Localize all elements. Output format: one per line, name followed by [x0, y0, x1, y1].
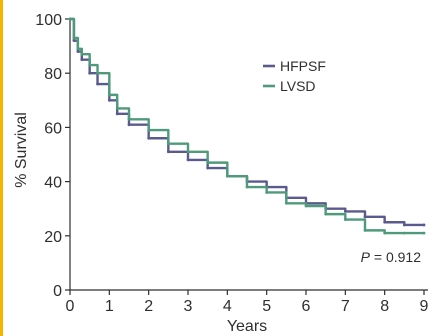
legend-label-lvsd: LVSD: [280, 78, 316, 94]
x-tick-label: 1: [105, 298, 114, 315]
legend-label-hfpsf: HFPSF: [280, 58, 326, 74]
data-point-hfpsf: [206, 166, 210, 170]
ticks: 0 1 2 3 4 5 6 7 8 9 0 20 40 60 80 100: [35, 12, 428, 315]
data-point-lvsd: [68, 17, 72, 21]
data-point-lvsd: [88, 63, 92, 67]
data-point-lvsd: [96, 71, 99, 75]
data-point-lvsd: [422, 231, 426, 235]
data-point-lvsd: [186, 150, 190, 154]
series-layer: [68, 17, 426, 235]
data-point-hfpsf: [422, 223, 426, 227]
x-tick-label: 2: [144, 298, 153, 315]
data-point-lvsd: [127, 117, 131, 121]
y-axis-title: % Survival: [13, 112, 30, 188]
data-point-lvsd: [265, 191, 269, 194]
accent-bar: [0, 0, 3, 336]
data-point-lvsd: [147, 128, 151, 132]
x-tick-label: 8: [380, 298, 389, 315]
data-point-hfpsf: [72, 39, 76, 43]
data-point-hfpsf: [186, 158, 190, 162]
data-point-hfpsf: [127, 123, 131, 127]
y-tick-label: 0: [53, 283, 62, 300]
data-point-hfpsf: [76, 50, 80, 53]
x-tick-label: 7: [341, 298, 350, 315]
data-point-hfpsf: [88, 71, 92, 75]
x-tick-label: 9: [420, 298, 429, 315]
data-point-lvsd: [304, 204, 308, 208]
data-point-lvsd: [225, 174, 229, 178]
x-tick-label: 3: [184, 298, 193, 315]
data-point-lvsd: [72, 36, 76, 40]
data-point-lvsd: [107, 93, 111, 97]
axes: [69, 19, 428, 291]
data-point-lvsd: [76, 47, 80, 51]
data-point-hfpsf: [107, 98, 111, 102]
data-point-lvsd: [284, 201, 288, 205]
data-point-hfpsf: [383, 220, 387, 224]
data-point-lvsd: [166, 142, 170, 146]
series-line-lvsd: [70, 17, 424, 235]
y-tick-label: 100: [35, 12, 62, 29]
data-point-lvsd: [402, 231, 406, 235]
p-value-label: P: [361, 249, 371, 265]
x-tick-label: 0: [66, 298, 75, 315]
data-point-lvsd: [363, 228, 367, 232]
data-point-lvsd: [80, 52, 84, 56]
data-point-hfpsf: [96, 82, 99, 86]
data-point-lvsd: [343, 218, 347, 221]
data-point-lvsd: [115, 107, 119, 110]
x-tick-label: 6: [302, 298, 311, 315]
data-point-hfpsf: [115, 112, 119, 116]
series-line-hfpsf: [70, 17, 424, 227]
legend: HFPSF LVSD: [263, 58, 326, 94]
data-point-hfpsf: [402, 223, 406, 227]
data-point-lvsd: [245, 185, 249, 189]
data-point-hfpsf: [343, 210, 347, 213]
y-tick-label: 20: [44, 229, 62, 246]
x-axis-title: Years: [227, 318, 267, 335]
x-tick-label: 4: [223, 298, 232, 315]
data-point-lvsd: [383, 231, 387, 235]
data-point-lvsd: [206, 161, 210, 165]
data-point-hfpsf: [147, 136, 151, 140]
data-point-hfpsf: [80, 58, 84, 62]
y-tick-label: 60: [44, 120, 62, 137]
p-value-annotation: P = 0.912: [361, 249, 422, 265]
data-point-lvsd: [324, 212, 328, 216]
y-tick-label: 40: [44, 175, 62, 192]
data-point-hfpsf: [166, 150, 170, 154]
data-point-hfpsf: [363, 215, 367, 219]
x-tick-label: 5: [262, 298, 271, 315]
p-value-number: = 0.912: [374, 249, 421, 265]
y-tick-label: 80: [44, 66, 62, 83]
